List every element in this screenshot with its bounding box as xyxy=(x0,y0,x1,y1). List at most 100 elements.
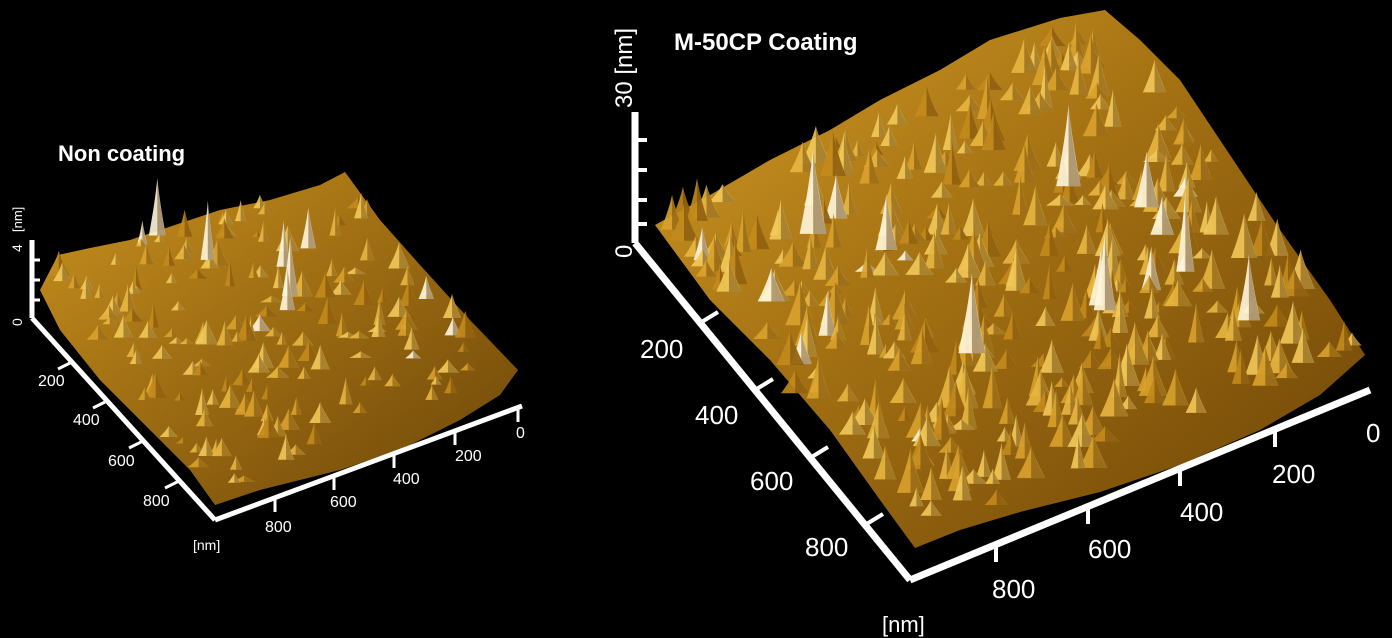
surface-peak xyxy=(982,363,1003,409)
right-x-tick-0: 0 xyxy=(1366,418,1380,448)
surface-peak-shadow xyxy=(1081,413,1097,447)
surface-peak xyxy=(377,287,389,303)
surface-peak-shadow xyxy=(1024,421,1035,459)
surface-peak-shadow xyxy=(1176,106,1188,119)
surface-peak xyxy=(353,192,369,219)
surface-peak-shadow xyxy=(407,265,415,286)
surface-peak-shadow xyxy=(1016,247,1028,291)
right-x-tick-200: 200 xyxy=(1272,459,1315,489)
surface-peak-shadow xyxy=(305,302,315,312)
surface-peak xyxy=(799,149,827,234)
surface-peak-shadow xyxy=(722,184,737,203)
surface-peak xyxy=(195,408,214,427)
surface-peak-shadow xyxy=(916,487,924,507)
surface-peak-shadow xyxy=(996,489,1009,506)
surface-peak xyxy=(1252,344,1279,386)
surface-peak xyxy=(889,377,918,404)
surface-peak-shadow xyxy=(264,202,272,215)
left-x-tick-400: 400 xyxy=(393,471,420,488)
surface-peak-shadow xyxy=(1102,202,1110,233)
left-plot-title: Non coating xyxy=(58,141,186,166)
surface-peak xyxy=(218,384,242,408)
surface-peak-shadow xyxy=(973,322,985,366)
surface-peak-shadow xyxy=(1126,170,1138,185)
surface-peak-shadow xyxy=(399,242,411,269)
surface-peak xyxy=(442,293,462,318)
surface-peak xyxy=(838,411,867,435)
surface-peak-shadow xyxy=(235,314,247,330)
surface-peak-shadow xyxy=(212,388,220,405)
surface-peak xyxy=(272,264,284,289)
surface-peak-shadow xyxy=(1352,332,1362,346)
afm-plot-non-coating: [nm] 4 0 200 400 600 800 0 200 400 600 8… xyxy=(0,0,560,638)
surface-peak xyxy=(716,258,742,292)
surface-peak xyxy=(942,380,969,417)
surface-peak xyxy=(998,397,1017,424)
surface-peak xyxy=(860,247,875,278)
surface-peak xyxy=(1145,123,1172,159)
surface-peak-shadow xyxy=(206,436,215,456)
surface-peak xyxy=(818,290,837,336)
surface-peak xyxy=(135,238,147,247)
surface-peak-shadow xyxy=(168,425,179,438)
surface-peak-shadow xyxy=(1078,433,1086,469)
surface-peak xyxy=(306,422,323,445)
surface-peak-shadow xyxy=(715,232,730,258)
surface-peak-shadow xyxy=(950,436,964,453)
surface-peak xyxy=(723,220,740,247)
surface-peak-shadow xyxy=(327,296,338,325)
surface-peak xyxy=(187,268,208,279)
surface-peak xyxy=(1076,224,1098,254)
surface-peak xyxy=(910,327,933,365)
surface-peak-shadow xyxy=(889,125,899,147)
surface-peak xyxy=(1039,220,1060,257)
surface-peak-shadow xyxy=(728,258,742,292)
surface-peak xyxy=(1023,185,1048,226)
surface-peak xyxy=(113,314,134,338)
surface-peak-shadow xyxy=(1090,349,1103,368)
surface-peak-shadow xyxy=(234,473,241,483)
surface-peak-shadow xyxy=(436,375,442,385)
surface-peak xyxy=(384,373,401,387)
surface-peak xyxy=(880,313,899,325)
surface-peak xyxy=(985,468,1001,484)
surface-peak xyxy=(981,111,1006,151)
surface-peak-shadow xyxy=(931,466,943,501)
surface-peak-shadow xyxy=(1069,41,1079,71)
surface-peak xyxy=(1001,430,1021,456)
surface-peak-shadow xyxy=(1279,264,1289,298)
surface-peak-shadow xyxy=(1112,269,1122,312)
surface-peak-shadow xyxy=(1159,301,1168,313)
surface-peak-shadow xyxy=(1078,28,1088,45)
surface-peak-shadow xyxy=(236,455,243,470)
left-x-axis xyxy=(214,403,523,523)
surface-peak-shadow xyxy=(1090,33,1104,74)
surface-peak-shadow xyxy=(800,281,816,326)
left-afm-surface: [nm] 4 0 200 400 600 800 0 200 400 600 8… xyxy=(9,172,525,553)
surface-peak-shadow xyxy=(1100,93,1112,110)
surface-peak-shadow xyxy=(224,320,234,346)
surface-peak-shadow xyxy=(672,194,684,230)
surface-peak-shadow xyxy=(207,200,216,260)
surface-peak-shadow xyxy=(1189,215,1201,257)
surface-peak-shadow xyxy=(237,331,243,342)
surface-peak-shadow xyxy=(897,103,908,125)
surface-peak xyxy=(866,401,891,439)
surface-peak-shadow xyxy=(988,220,1002,257)
surface-peak xyxy=(924,231,945,269)
surface-peak-shadow xyxy=(835,282,845,294)
surface-peak-shadow xyxy=(339,213,347,226)
left-surface-peaks xyxy=(48,178,476,483)
surface-peak-shadow xyxy=(935,132,948,173)
surface-peak-shadow xyxy=(836,330,849,349)
surface-peak-shadow xyxy=(1202,247,1213,259)
surface-peak xyxy=(279,268,296,311)
surface-peak-shadow xyxy=(1051,339,1064,373)
surface-peak-shadow xyxy=(1100,323,1108,349)
surface-peak-shadow xyxy=(1112,89,1122,127)
surface-peak xyxy=(1111,289,1129,334)
surface-peak xyxy=(871,111,887,137)
surface-peak xyxy=(1018,85,1043,115)
surface-peak xyxy=(897,312,913,341)
right-x-tick-400: 400 xyxy=(1180,497,1223,527)
